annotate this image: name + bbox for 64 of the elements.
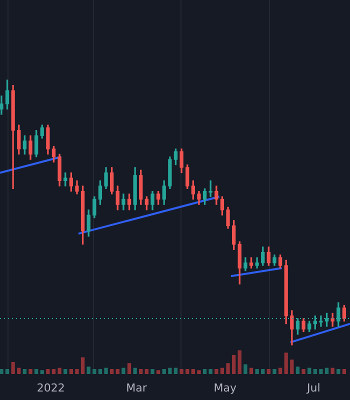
bar	[92, 368, 96, 374]
bar	[290, 360, 294, 374]
bar	[58, 368, 62, 374]
bar	[214, 368, 218, 374]
x-tick-label: Mar	[126, 381, 148, 394]
bar	[162, 368, 166, 374]
bar	[52, 368, 56, 374]
bar	[122, 368, 126, 374]
bar	[313, 368, 317, 374]
bar	[191, 368, 195, 374]
bar	[46, 368, 50, 374]
bar	[150, 368, 154, 374]
bar	[261, 368, 265, 374]
bar	[86, 366, 90, 374]
bar	[156, 370, 160, 374]
bar	[249, 368, 254, 374]
bar	[255, 368, 259, 374]
bar	[336, 368, 340, 374]
bar	[284, 352, 288, 374]
bar	[5, 368, 10, 374]
bar	[272, 368, 276, 374]
bar	[232, 354, 236, 374]
bar	[342, 368, 346, 374]
bar	[144, 368, 149, 374]
bar	[168, 368, 172, 374]
bar	[180, 368, 184, 374]
bar	[0, 368, 4, 374]
bar	[40, 370, 44, 374]
bar	[104, 368, 108, 374]
bar	[186, 368, 190, 374]
bar	[11, 362, 15, 374]
x-tick-label: Jul	[306, 381, 320, 394]
bar	[208, 368, 212, 374]
bar	[302, 368, 306, 374]
bar	[296, 366, 300, 374]
bar	[34, 368, 38, 374]
bar	[80, 357, 85, 374]
bar	[220, 368, 224, 374]
bar	[98, 368, 102, 374]
bar	[69, 368, 73, 374]
bar	[174, 368, 178, 374]
x-tick-label: May	[214, 381, 237, 394]
bar	[139, 368, 143, 374]
bar	[202, 368, 207, 374]
x-tick-label: 2022	[36, 381, 65, 394]
bar	[28, 368, 32, 374]
bar	[238, 350, 242, 374]
bar	[75, 368, 79, 374]
bar	[116, 368, 120, 374]
bar	[266, 368, 270, 374]
bar	[278, 368, 282, 374]
bar	[308, 368, 312, 374]
bar	[64, 368, 68, 374]
bar	[133, 368, 137, 374]
bar	[17, 368, 21, 374]
bar	[226, 363, 230, 374]
bar	[244, 364, 248, 374]
bar	[330, 368, 334, 374]
bar	[110, 368, 114, 374]
bar	[324, 368, 329, 374]
bar	[22, 368, 27, 374]
bar	[319, 368, 323, 374]
bar	[197, 370, 201, 374]
bar	[127, 363, 132, 374]
